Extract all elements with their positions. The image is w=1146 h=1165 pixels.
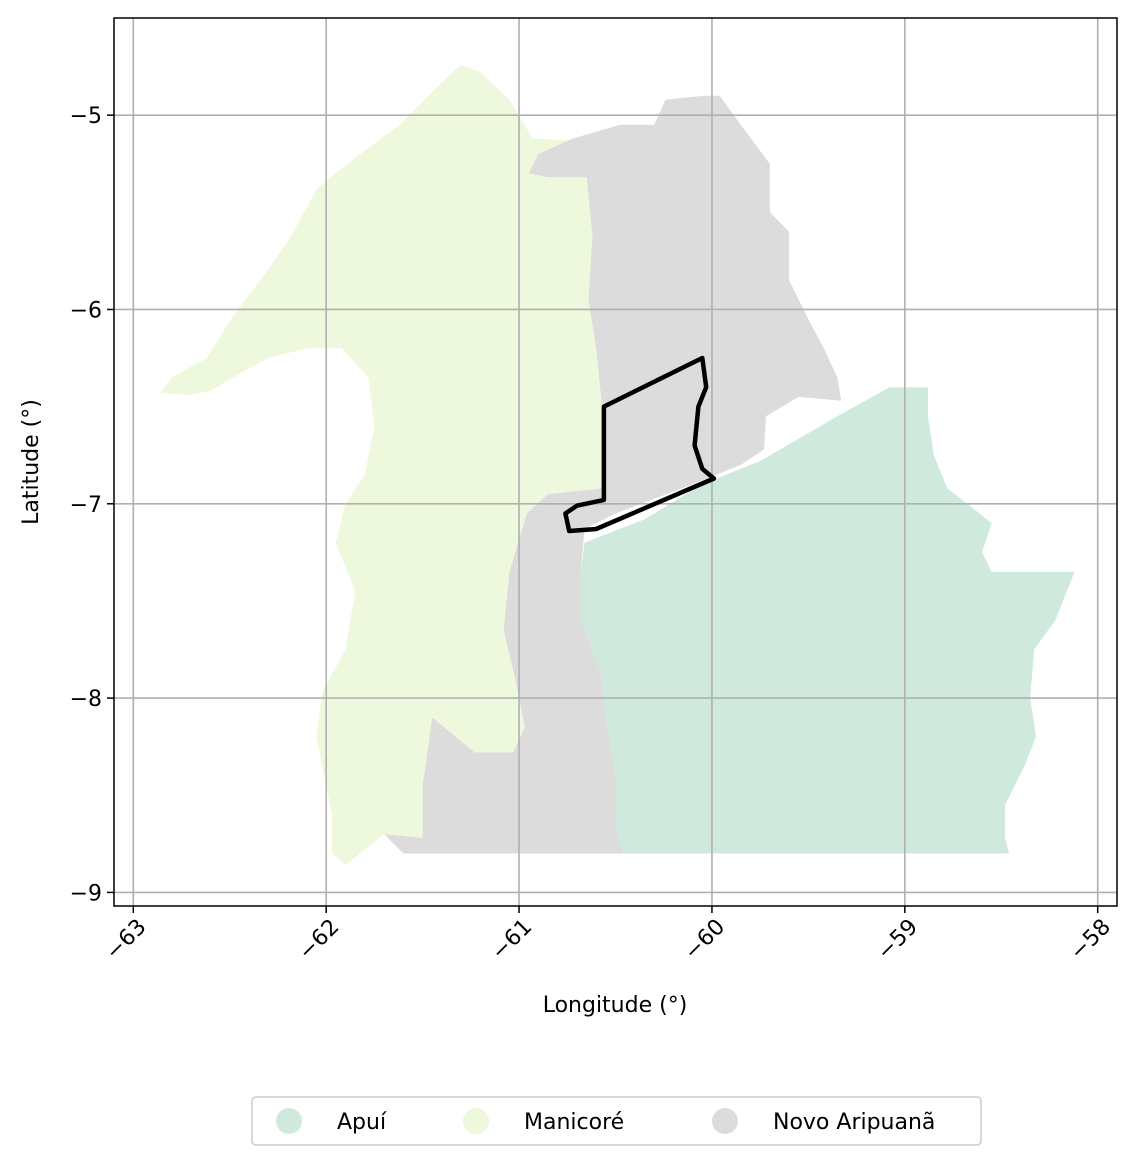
y-tick-label-4: −9 [70, 881, 102, 906]
x-tick-label-3: −60 [680, 915, 731, 966]
y-tick-label-2: −7 [70, 493, 102, 518]
legend-label-manicore: Manicoré [524, 1110, 624, 1135]
x-axis-label: Longitude (°) [543, 993, 688, 1018]
study-area-outline [563, 355, 717, 534]
legend-marker-apui [276, 1108, 302, 1134]
gridlines [114, 18, 1117, 906]
region-novo-aripuana [384, 95, 842, 854]
legend: Apuí Manicoré Novo Aripuanã [251, 1096, 982, 1146]
x-tick-label-5: −58 [1065, 915, 1116, 966]
regions-layer [160, 64, 1075, 866]
y-tick-label-1: −6 [70, 298, 102, 323]
legend-label-novo-aripuana: Novo Aripuanã [773, 1110, 935, 1135]
legend-label-apui: Apuí [337, 1110, 387, 1135]
legend-frame [251, 1096, 982, 1146]
y-tick-label-3: −8 [70, 687, 102, 712]
x-tick-label-0: −63 [101, 915, 152, 966]
x-tick-label-4: −59 [873, 915, 924, 966]
legend-marker-novo-aripuana [712, 1108, 738, 1134]
region-manicore [160, 64, 604, 866]
legend-marker-manicore [463, 1108, 489, 1134]
plot-frame [113, 17, 1118, 907]
y-axis-label: Latitude (°) [19, 399, 44, 525]
x-tick-label-2: −61 [487, 915, 538, 966]
y-tick-label-0: −5 [70, 104, 102, 129]
outline-polygon [563, 355, 717, 534]
x-tick-label-1: −62 [294, 915, 345, 966]
